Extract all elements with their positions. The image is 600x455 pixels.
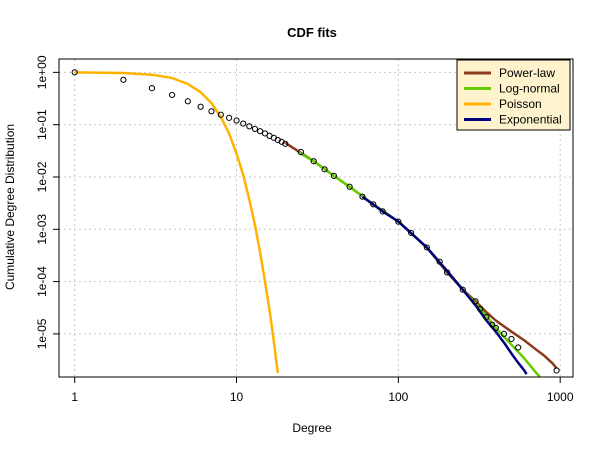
y-axis-label: Cumulative Degree Distribution bbox=[3, 124, 17, 290]
data-point bbox=[508, 335, 515, 343]
y-axis: 1e+00 1e-01 1e-02 1e-03 1e-04 1e-05 bbox=[35, 55, 59, 349]
y-tick-label: 1e-05 bbox=[35, 318, 49, 349]
data-point bbox=[251, 125, 259, 132]
plot-frame bbox=[58, 58, 574, 378]
grid bbox=[59, 59, 573, 377]
data-point bbox=[233, 117, 240, 124]
data-point bbox=[379, 208, 386, 215]
data-point bbox=[500, 330, 508, 338]
chart-title: CDF fits bbox=[287, 25, 337, 40]
x-tick-label: 1 bbox=[71, 390, 78, 404]
data-point bbox=[71, 69, 78, 76]
series-line-exponential bbox=[361, 195, 528, 375]
data-point bbox=[197, 103, 204, 110]
data-point bbox=[459, 286, 466, 293]
data-point bbox=[310, 158, 317, 165]
data-point bbox=[184, 98, 191, 105]
data-point bbox=[443, 269, 451, 276]
legend-label: Power-law bbox=[499, 66, 555, 80]
data-point bbox=[395, 218, 402, 225]
y-tick-label: 1e-01 bbox=[35, 109, 49, 140]
x-axis: 1 10 100 1000 bbox=[71, 377, 574, 404]
data-point bbox=[408, 229, 415, 237]
data-point bbox=[240, 120, 247, 127]
data-point bbox=[297, 148, 305, 156]
y-tick-label: 1e-02 bbox=[35, 161, 49, 192]
data-point bbox=[246, 123, 253, 130]
data-point bbox=[257, 128, 264, 135]
x-tick-label: 100 bbox=[388, 390, 408, 404]
y-tick-label: 1e-04 bbox=[35, 266, 49, 297]
data-point bbox=[423, 244, 430, 251]
data-point bbox=[217, 111, 224, 118]
data-point bbox=[346, 183, 353, 190]
x-tick-label: 1000 bbox=[547, 390, 574, 404]
legend-label: Poisson bbox=[499, 97, 542, 111]
data-point bbox=[359, 193, 366, 200]
data-point bbox=[120, 76, 127, 83]
data-point bbox=[226, 114, 233, 121]
data-point bbox=[436, 258, 443, 265]
data-point bbox=[330, 172, 338, 179]
data-point bbox=[553, 367, 560, 374]
data-point bbox=[489, 321, 496, 328]
data-point bbox=[483, 313, 490, 321]
data-point bbox=[370, 201, 377, 208]
data-point bbox=[515, 344, 522, 351]
x-axis-label: Degree bbox=[292, 421, 332, 435]
x-tick-label: 10 bbox=[230, 390, 244, 404]
series-line-poisson bbox=[74, 71, 280, 374]
data-point bbox=[169, 91, 176, 99]
data-point bbox=[321, 166, 328, 173]
data-point bbox=[282, 140, 289, 147]
data-point bbox=[148, 85, 155, 92]
y-tick-label: 1e-03 bbox=[35, 214, 49, 245]
y-tick-label: 1e+00 bbox=[35, 55, 49, 89]
data-point bbox=[492, 324, 499, 332]
data-point bbox=[477, 305, 484, 313]
series-lines bbox=[74, 71, 558, 377]
data-point bbox=[472, 298, 479, 305]
legend-label: Log-normal bbox=[499, 82, 560, 96]
data-point bbox=[208, 108, 215, 115]
data-point bbox=[261, 130, 269, 137]
legend-label: Exponential bbox=[499, 113, 562, 127]
empirical-points bbox=[71, 69, 560, 374]
